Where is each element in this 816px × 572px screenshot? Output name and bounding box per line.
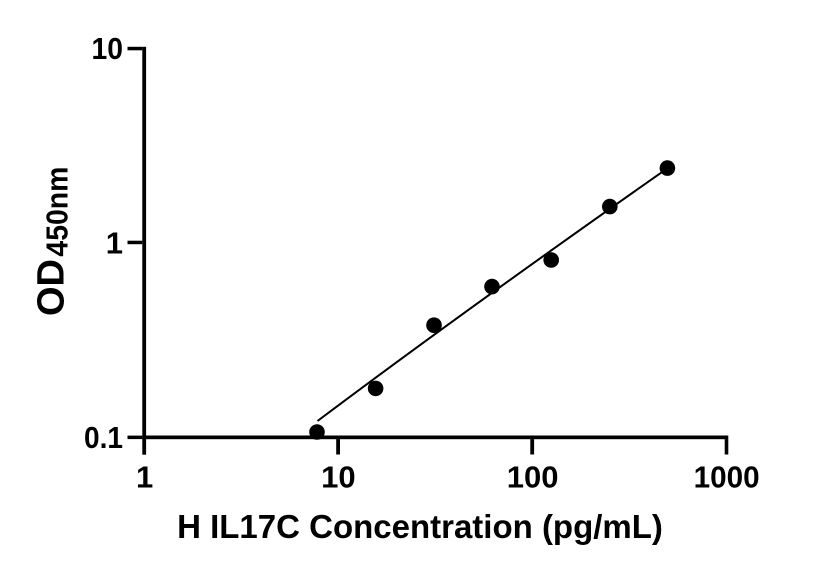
svg-text:1000: 1000 <box>694 460 760 495</box>
svg-text:100: 100 <box>507 460 559 495</box>
svg-text:10: 10 <box>92 31 124 66</box>
svg-text:H IL17C Concentration (pg/mL): H IL17C Concentration (pg/mL) <box>177 508 663 545</box>
svg-text:1: 1 <box>136 460 153 495</box>
svg-text:1: 1 <box>106 225 123 260</box>
svg-text:10: 10 <box>321 460 355 495</box>
svg-text:0.1: 0.1 <box>84 420 123 455</box>
